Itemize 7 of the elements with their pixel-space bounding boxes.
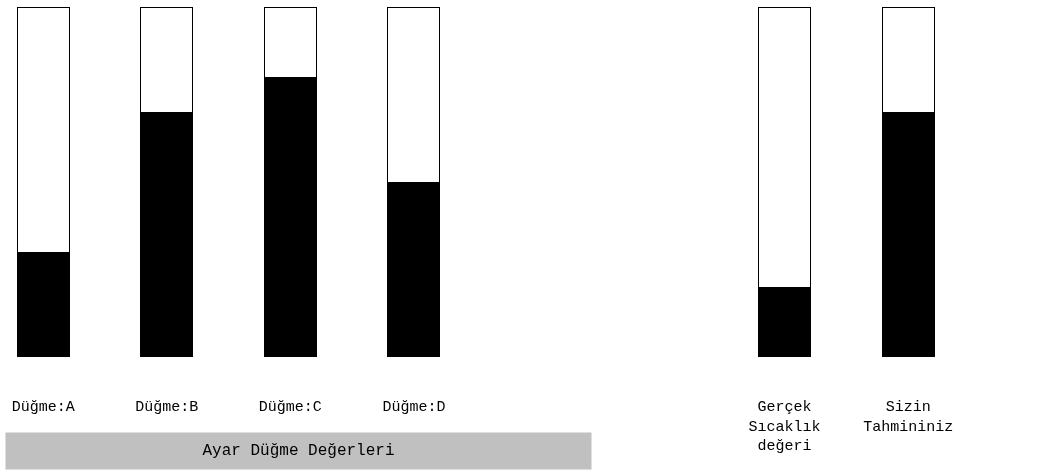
x-tick-label: Gerçek Sıcaklık değeri — [748, 399, 821, 455]
x-tick-label: Sizin Tahmininiz — [863, 399, 954, 436]
x-tick-label: Düğme:C — [258, 399, 322, 416]
x-tick-label: Düğme:D — [382, 399, 446, 416]
text: Ayar Düğme Değerleri — [202, 442, 395, 460]
x-tick-label: Düğme:A — [11, 399, 75, 416]
x-tick-label: Düğme:B — [135, 399, 199, 416]
